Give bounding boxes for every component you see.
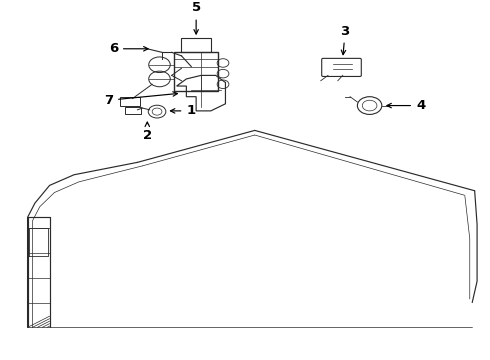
Bar bbox=[181, 38, 211, 52]
Text: 1: 1 bbox=[171, 104, 196, 117]
Text: 5: 5 bbox=[192, 1, 201, 34]
Text: 4: 4 bbox=[387, 99, 425, 112]
Bar bbox=[174, 52, 218, 91]
Bar bbox=[125, 107, 141, 114]
Text: 2: 2 bbox=[143, 122, 152, 142]
Text: 7: 7 bbox=[104, 92, 177, 107]
Text: 3: 3 bbox=[341, 24, 350, 55]
Text: 6: 6 bbox=[109, 42, 148, 55]
Bar bbox=[121, 97, 140, 105]
FancyBboxPatch shape bbox=[322, 58, 361, 76]
